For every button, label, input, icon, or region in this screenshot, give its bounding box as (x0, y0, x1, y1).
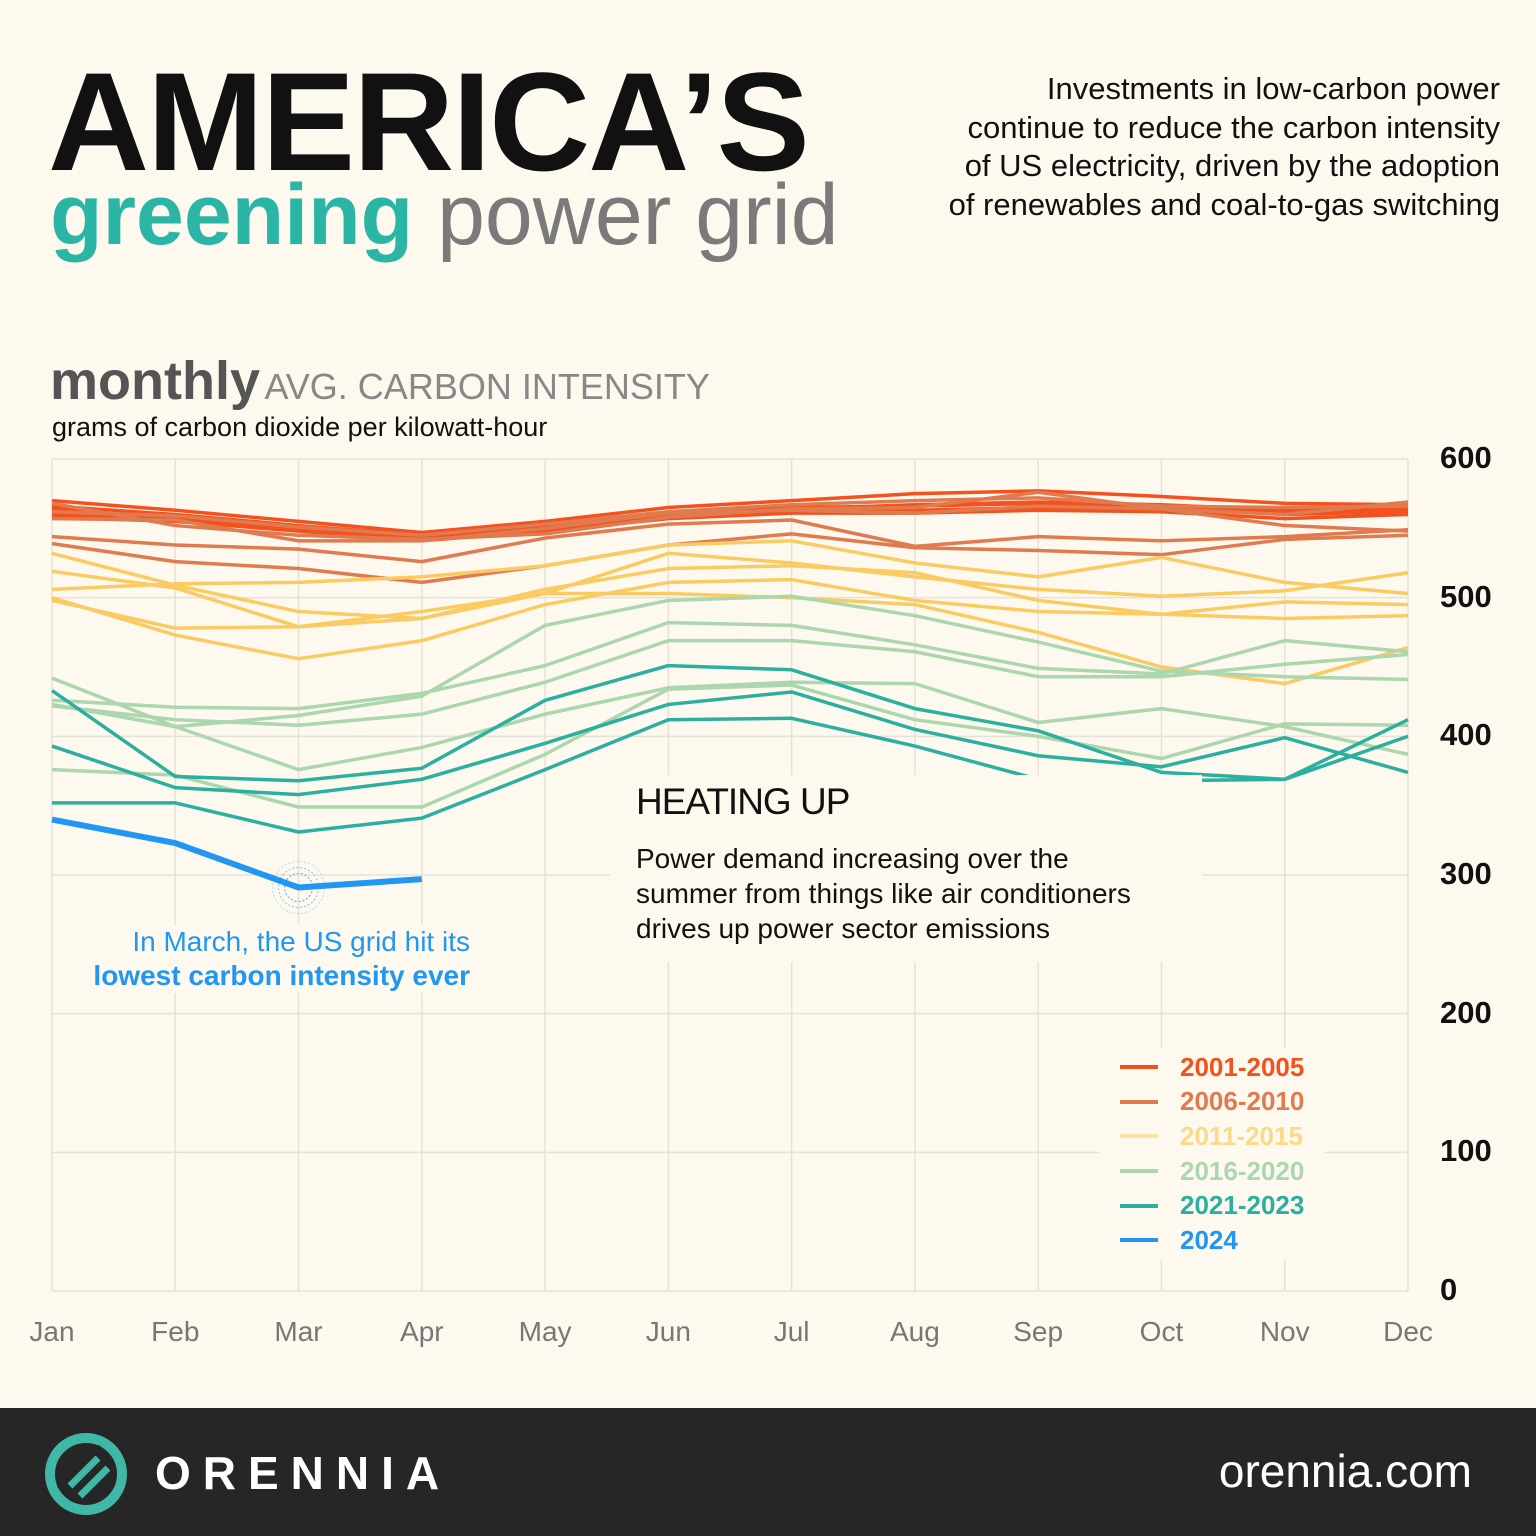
title-main: AMERICA’S (48, 43, 810, 200)
annotation-low-line2: lowest carbon intensity ever (93, 960, 470, 991)
series-line-2006-2010-5 (51, 532, 1409, 585)
y-tick-label: 500 (1440, 578, 1492, 614)
legend-item: 2021-2023 (1120, 1188, 1304, 1223)
series-line-2016-2020-19 (51, 594, 1409, 729)
legend-item: 2016-2020 (1120, 1154, 1304, 1189)
legend-label: 2016-2020 (1180, 1155, 1305, 1186)
y-tick-label: 0 (1440, 1272, 1458, 1307)
website-link[interactable]: orennia.com (1218, 1445, 1472, 1497)
orennia-logo-icon (45, 1433, 127, 1515)
series-line-2006-2010-9 (51, 496, 1409, 538)
highlight-ring (278, 866, 320, 908)
series-line-2016-2020-16 (51, 620, 1409, 711)
legend-swatch (1120, 1065, 1158, 1070)
footer (0, 1408, 1536, 1536)
title-subline: greening power grid (50, 172, 839, 258)
line-chart (50, 458, 1409, 1292)
highlight-ring (272, 860, 326, 914)
x-tick-label: Sep (1013, 1316, 1064, 1347)
annotation-body: Power demand increasing over the summer … (636, 843, 1131, 944)
series-line-2011-2015-13 (51, 591, 1409, 686)
x-tick-label: Feb (151, 1316, 200, 1347)
series-line-2006-2010-8 (51, 500, 1409, 543)
x-tick-label: Aug (889, 1316, 940, 1347)
series-line-2016-2020-17 (51, 638, 1409, 727)
y-tick-label: 300 (1440, 856, 1492, 891)
legend-item: 2001-2005 (1120, 1050, 1304, 1085)
series-line-2024-23 (51, 816, 423, 891)
legend-label: 2011-2015 (1180, 1120, 1303, 1151)
chart-title-rest: AVG. CARBON INTENSITY (264, 366, 710, 407)
chart-unit: grams of carbon dioxide per kilowatt-hou… (52, 412, 548, 442)
annotation-lowest: In March, the US grid hit its lowest car… (60, 925, 470, 993)
y-tick-label: 100 (1440, 1133, 1492, 1169)
chart-title: monthly AVG. CARBON INTENSITY (50, 350, 710, 412)
legend-label: 2024 (1180, 1224, 1238, 1255)
legend-swatch (1120, 1169, 1158, 1174)
legend-label: 2021-2023 (1180, 1190, 1305, 1221)
x-tick-label: Nov (1259, 1316, 1310, 1347)
legend-item: 2006-2010 (1120, 1085, 1304, 1120)
y-tick-label: 200 (1440, 994, 1492, 1030)
legend: 2001-2005 2006-2010 2011-2015 2016-2020 2021… (1100, 1048, 1325, 1260)
x-tick-label: Apr (400, 1316, 444, 1347)
series-line-2021-2023-20 (50, 663, 1409, 783)
series-line-2011-2015-14 (51, 577, 1409, 661)
legend-item: 2024 (1120, 1223, 1304, 1258)
y-tick-label: 400 (1440, 717, 1492, 753)
x-tick-label: May (518, 1316, 572, 1347)
series-line-2011-2015-12 (51, 539, 1409, 596)
series-line-2016-2020-18 (51, 683, 1409, 809)
x-tick-label: Mar (274, 1316, 323, 1347)
series-line-2016-2020-15 (51, 676, 1409, 772)
series-line-2006-2010-6 (51, 518, 1409, 564)
legend-swatch (1120, 1134, 1158, 1139)
title-highlight: greening (50, 167, 414, 263)
annotation-low-line1: In March, the US grid hit its (132, 926, 470, 957)
series-line-2001-2005-0 (51, 489, 1409, 535)
legend-swatch (1120, 1203, 1158, 1208)
highlight-ring (284, 872, 314, 902)
y-tick-label: 600 (1440, 440, 1492, 475)
series-line-2021-2023-21 (51, 690, 1409, 797)
annotation-heating-up: HEATING UP Power demand increasing over … (610, 775, 1202, 962)
x-tick-label: Oct (1139, 1316, 1184, 1347)
brand-name: ORENNIA (155, 1447, 452, 1499)
legend-label: 2006-2010 (1180, 1086, 1305, 1117)
intro-text: Investments in low-carbon power continue… (948, 71, 1500, 222)
x-tick-label: Jun (645, 1316, 691, 1347)
legend-item: 2011-2015 (1120, 1119, 1304, 1154)
legend-swatch (1120, 1099, 1158, 1104)
annotation-title: HEATING UP (636, 781, 850, 822)
series-line-2011-2015-11 (51, 564, 1409, 629)
legend-label: 2001-2005 (1180, 1051, 1305, 1082)
legend-swatch (1120, 1238, 1158, 1243)
x-tick-label: Jan (29, 1316, 75, 1347)
chart-title-bold: monthly (50, 351, 260, 411)
x-tick-label: Dec (1383, 1316, 1433, 1347)
x-tick-label: Jul (773, 1316, 810, 1347)
title-rest: power grid (437, 167, 839, 263)
series-line-2011-2015-10 (51, 551, 1409, 621)
